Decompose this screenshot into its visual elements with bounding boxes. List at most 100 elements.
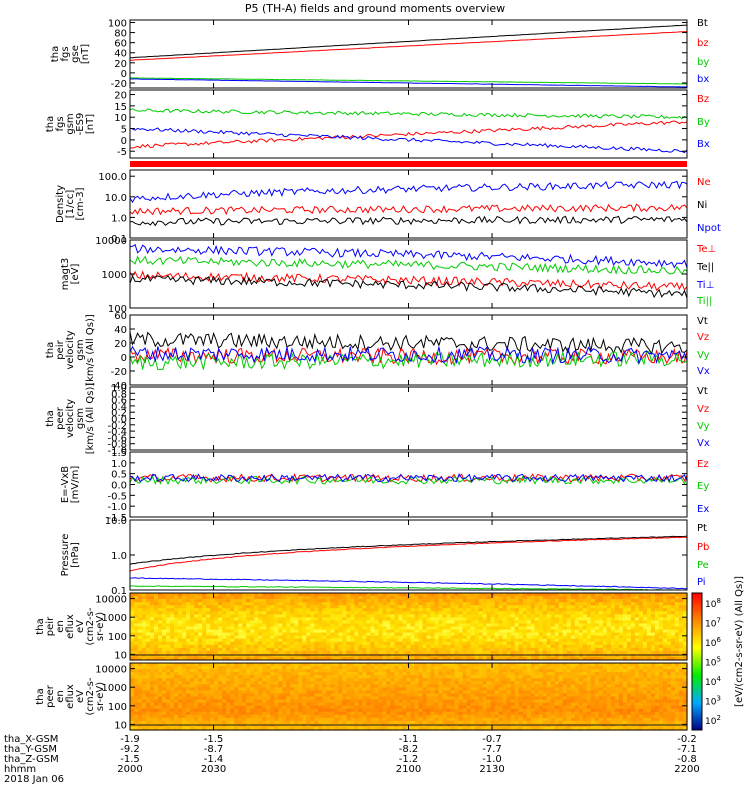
spectrogram-cell <box>674 620 680 625</box>
spectrogram-cell <box>302 656 307 661</box>
spectrogram-cell <box>330 650 335 655</box>
spectrogram-cell <box>370 696 376 701</box>
spectrogram-cell <box>530 599 536 603</box>
spectrogram-cell <box>330 656 335 661</box>
spectrogram-cell <box>134 684 139 688</box>
spectrogram-cell <box>306 669 311 673</box>
spectrogram-cell <box>522 611 528 615</box>
spectrogram-cell <box>434 644 440 649</box>
spectrogram-cell <box>394 650 400 655</box>
spectrogram-cell <box>386 614 392 618</box>
spectrogram-cell <box>214 623 219 628</box>
spectrogram-cell <box>162 669 167 673</box>
spectrogram-cell <box>222 632 227 637</box>
spectrogram-cell <box>638 593 644 597</box>
spectrogram-cell <box>526 596 532 600</box>
spectrogram-cell <box>550 614 556 618</box>
ytick-label: 1.0 <box>111 459 127 470</box>
spectrogram-cell <box>558 650 564 655</box>
spectrogram-cell <box>294 650 299 655</box>
spectrogram-cell <box>510 626 516 631</box>
spectrogram-cell <box>434 614 440 618</box>
spectrogram-cell <box>322 672 327 676</box>
spectrogram-cell <box>290 611 295 615</box>
panel-ylabel-line: Pressure <box>60 534 71 577</box>
spectrogram-cell <box>394 717 400 722</box>
spectrogram-cell <box>522 656 528 661</box>
spectrogram-cell <box>342 635 347 640</box>
spectrogram-cell <box>294 672 299 676</box>
spectrogram-cell <box>170 699 175 704</box>
spectrogram-cell <box>606 596 612 600</box>
spectrogram-cell <box>658 623 664 628</box>
spectrogram-cell <box>518 620 524 625</box>
spectrogram-cell <box>662 608 668 612</box>
spectrogram-cell <box>214 708 219 713</box>
spectrogram-cell <box>606 647 612 652</box>
spectrogram-cell <box>238 635 243 640</box>
spectrogram-cell <box>394 666 400 670</box>
spectrogram-cell <box>170 596 175 600</box>
spectrogram-cell <box>146 638 151 643</box>
spectrogram-cell <box>142 608 147 612</box>
spectrogram-cell <box>314 605 319 609</box>
spectrogram-cell <box>394 684 400 688</box>
spectrogram-cell <box>538 656 544 661</box>
spectrogram-cell <box>650 605 656 609</box>
spectrogram-cell <box>518 605 524 609</box>
spectrogram-cell <box>566 602 572 606</box>
panel-ylabel-line: -ES9 <box>75 113 86 136</box>
ytick-label: -0.8 <box>107 440 127 451</box>
spectrogram-cell <box>214 614 219 618</box>
spectrogram-cell <box>598 602 604 606</box>
spectrogram-cell <box>342 602 347 606</box>
spectrogram-cell <box>202 690 207 695</box>
spectrogram-cell <box>570 650 576 655</box>
spectrogram-cell <box>378 684 384 688</box>
spectrogram-cell <box>294 647 299 652</box>
spectrogram-cell <box>450 629 456 634</box>
spectrogram-cell <box>574 656 580 661</box>
spectrogram-cell <box>246 626 251 631</box>
spectrogram-cell <box>434 608 440 612</box>
spectrogram-cell <box>646 599 652 603</box>
spectrogram-cell <box>246 629 251 634</box>
spectrogram-cell <box>338 717 343 722</box>
spectrogram-cell <box>614 620 620 625</box>
spectrogram-cell <box>270 693 275 698</box>
spectrogram-cell <box>590 647 596 652</box>
spectrogram-cell <box>178 656 183 661</box>
spectrogram-cell <box>246 599 251 603</box>
spectrogram-cell <box>510 656 516 661</box>
spectrogram-cell <box>322 647 327 652</box>
spectrogram-cell <box>282 626 287 631</box>
spectrogram-cell <box>302 611 307 615</box>
spectrogram-cell <box>202 602 207 606</box>
spectrogram-cell <box>330 693 335 698</box>
spectrogram-cell <box>250 687 255 692</box>
spectrogram-cell <box>434 650 440 655</box>
spectrogram-cell <box>570 608 576 612</box>
spectrogram-cell <box>666 629 672 634</box>
spectrogram-cell <box>510 608 516 612</box>
spectrogram-cell <box>370 693 376 698</box>
spectrogram-cell <box>646 611 652 615</box>
spectrogram-cell <box>158 717 163 722</box>
spectrogram-cell <box>466 614 472 618</box>
spectrogram-cell <box>282 620 287 625</box>
spectrogram-cell <box>206 717 211 722</box>
spectrogram-cell <box>302 696 307 701</box>
spectrogram-cell <box>378 708 384 713</box>
spectrogram-cell <box>578 656 584 661</box>
panel-ylabel-line: peir <box>45 616 56 636</box>
spectrogram-cell <box>214 702 219 707</box>
spectrogram-cell <box>538 650 544 655</box>
spectrogram-cell <box>390 687 396 692</box>
spectrogram-cell <box>390 656 396 661</box>
spectrogram-cell <box>206 629 211 634</box>
spectrogram-cell <box>186 602 191 606</box>
spectrogram-cell <box>558 629 564 634</box>
spectrogram-cell <box>466 644 472 649</box>
spectrogram-cell <box>270 593 275 597</box>
spectrogram-cell <box>242 593 247 597</box>
